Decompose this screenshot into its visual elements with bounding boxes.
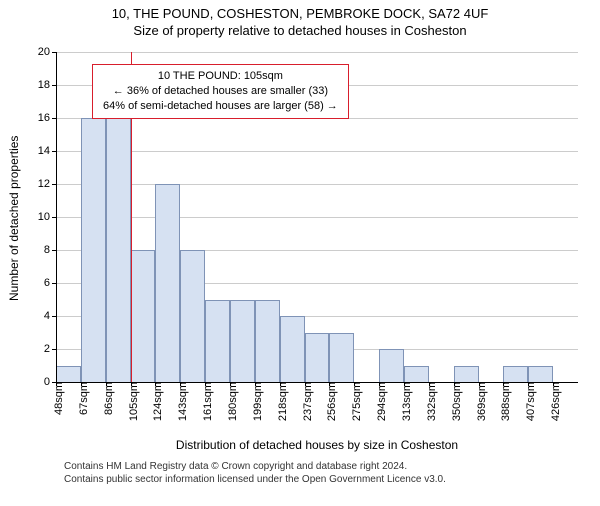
x-tick-label: 218sqm [271, 382, 289, 421]
x-tick-label: 199sqm [246, 382, 264, 421]
histogram-bar [180, 250, 205, 382]
y-tick-label: 4 [44, 310, 56, 322]
x-tick-label: 350sqm [445, 382, 463, 421]
y-tick-label: 12 [38, 178, 56, 190]
annotation-line1: 10 THE POUND: 105sqm [103, 69, 338, 84]
x-tick-label: 86sqm [97, 382, 115, 415]
x-tick-label: 143sqm [171, 382, 189, 421]
chart-title: 10, THE POUND, COSHESTON, PEMBROKE DOCK,… [0, 6, 600, 21]
histogram-bar [131, 250, 156, 382]
annotation-box: 10 THE POUND: 105sqm ← 36% of detached h… [92, 64, 349, 119]
x-tick-label: 332sqm [420, 382, 438, 421]
grid-line [56, 184, 578, 185]
x-tick-label: 388sqm [494, 382, 512, 421]
annotation-line2: ← 36% of detached houses are smaller (33… [103, 84, 338, 99]
histogram-bar [205, 300, 230, 383]
grid-line [56, 151, 578, 152]
y-axis-label: Number of detached properties [7, 136, 21, 301]
histogram-bar [255, 300, 280, 383]
y-tick-label: 6 [44, 277, 56, 289]
y-tick-label: 8 [44, 244, 56, 256]
histogram-bar [81, 118, 106, 382]
x-tick-label: 161sqm [196, 382, 214, 421]
x-tick-label: 48sqm [47, 382, 65, 415]
y-tick-label: 2 [44, 343, 56, 355]
histogram-bar [503, 366, 528, 383]
histogram-bar [280, 316, 305, 382]
histogram-bar [106, 118, 131, 382]
x-axis-label: Distribution of detached houses by size … [56, 438, 578, 452]
x-tick-label: 105sqm [122, 382, 140, 421]
x-tick-label: 369sqm [470, 382, 488, 421]
histogram-bar [155, 184, 180, 382]
histogram-bar [305, 333, 330, 383]
attribution: Contains HM Land Registry data © Crown c… [64, 460, 446, 486]
histogram-bar [379, 349, 404, 382]
histogram-bar [454, 366, 479, 383]
histogram-bar [56, 366, 81, 383]
chart-subtitle: Size of property relative to detached ho… [0, 23, 600, 38]
x-tick-label: 426sqm [544, 382, 562, 421]
histogram-bar [230, 300, 255, 383]
y-tick-label: 14 [38, 145, 56, 157]
grid-line [56, 217, 578, 218]
x-tick-label: 256sqm [320, 382, 338, 421]
grid-line [56, 52, 578, 53]
x-tick-label: 294sqm [370, 382, 388, 421]
histogram-bar [329, 333, 354, 383]
y-tick-label: 18 [38, 79, 56, 91]
x-tick-label: 407sqm [519, 382, 537, 421]
x-tick-label: 275sqm [345, 382, 363, 421]
histogram-bar [528, 366, 553, 383]
x-tick-label: 67sqm [72, 382, 90, 415]
y-tick-label: 10 [38, 211, 56, 223]
x-tick-label: 124sqm [146, 382, 164, 421]
y-tick-label: 16 [38, 112, 56, 124]
histogram-bar [404, 366, 429, 383]
y-tick-label: 20 [38, 46, 56, 58]
x-tick-label: 313sqm [395, 382, 413, 421]
x-tick-label: 180sqm [221, 382, 239, 421]
annotation-line3: 64% of semi-detached houses are larger (… [103, 99, 338, 114]
attribution-line2: Contains public sector information licen… [64, 473, 446, 486]
attribution-line1: Contains HM Land Registry data © Crown c… [64, 460, 446, 473]
x-tick-label: 237sqm [296, 382, 314, 421]
